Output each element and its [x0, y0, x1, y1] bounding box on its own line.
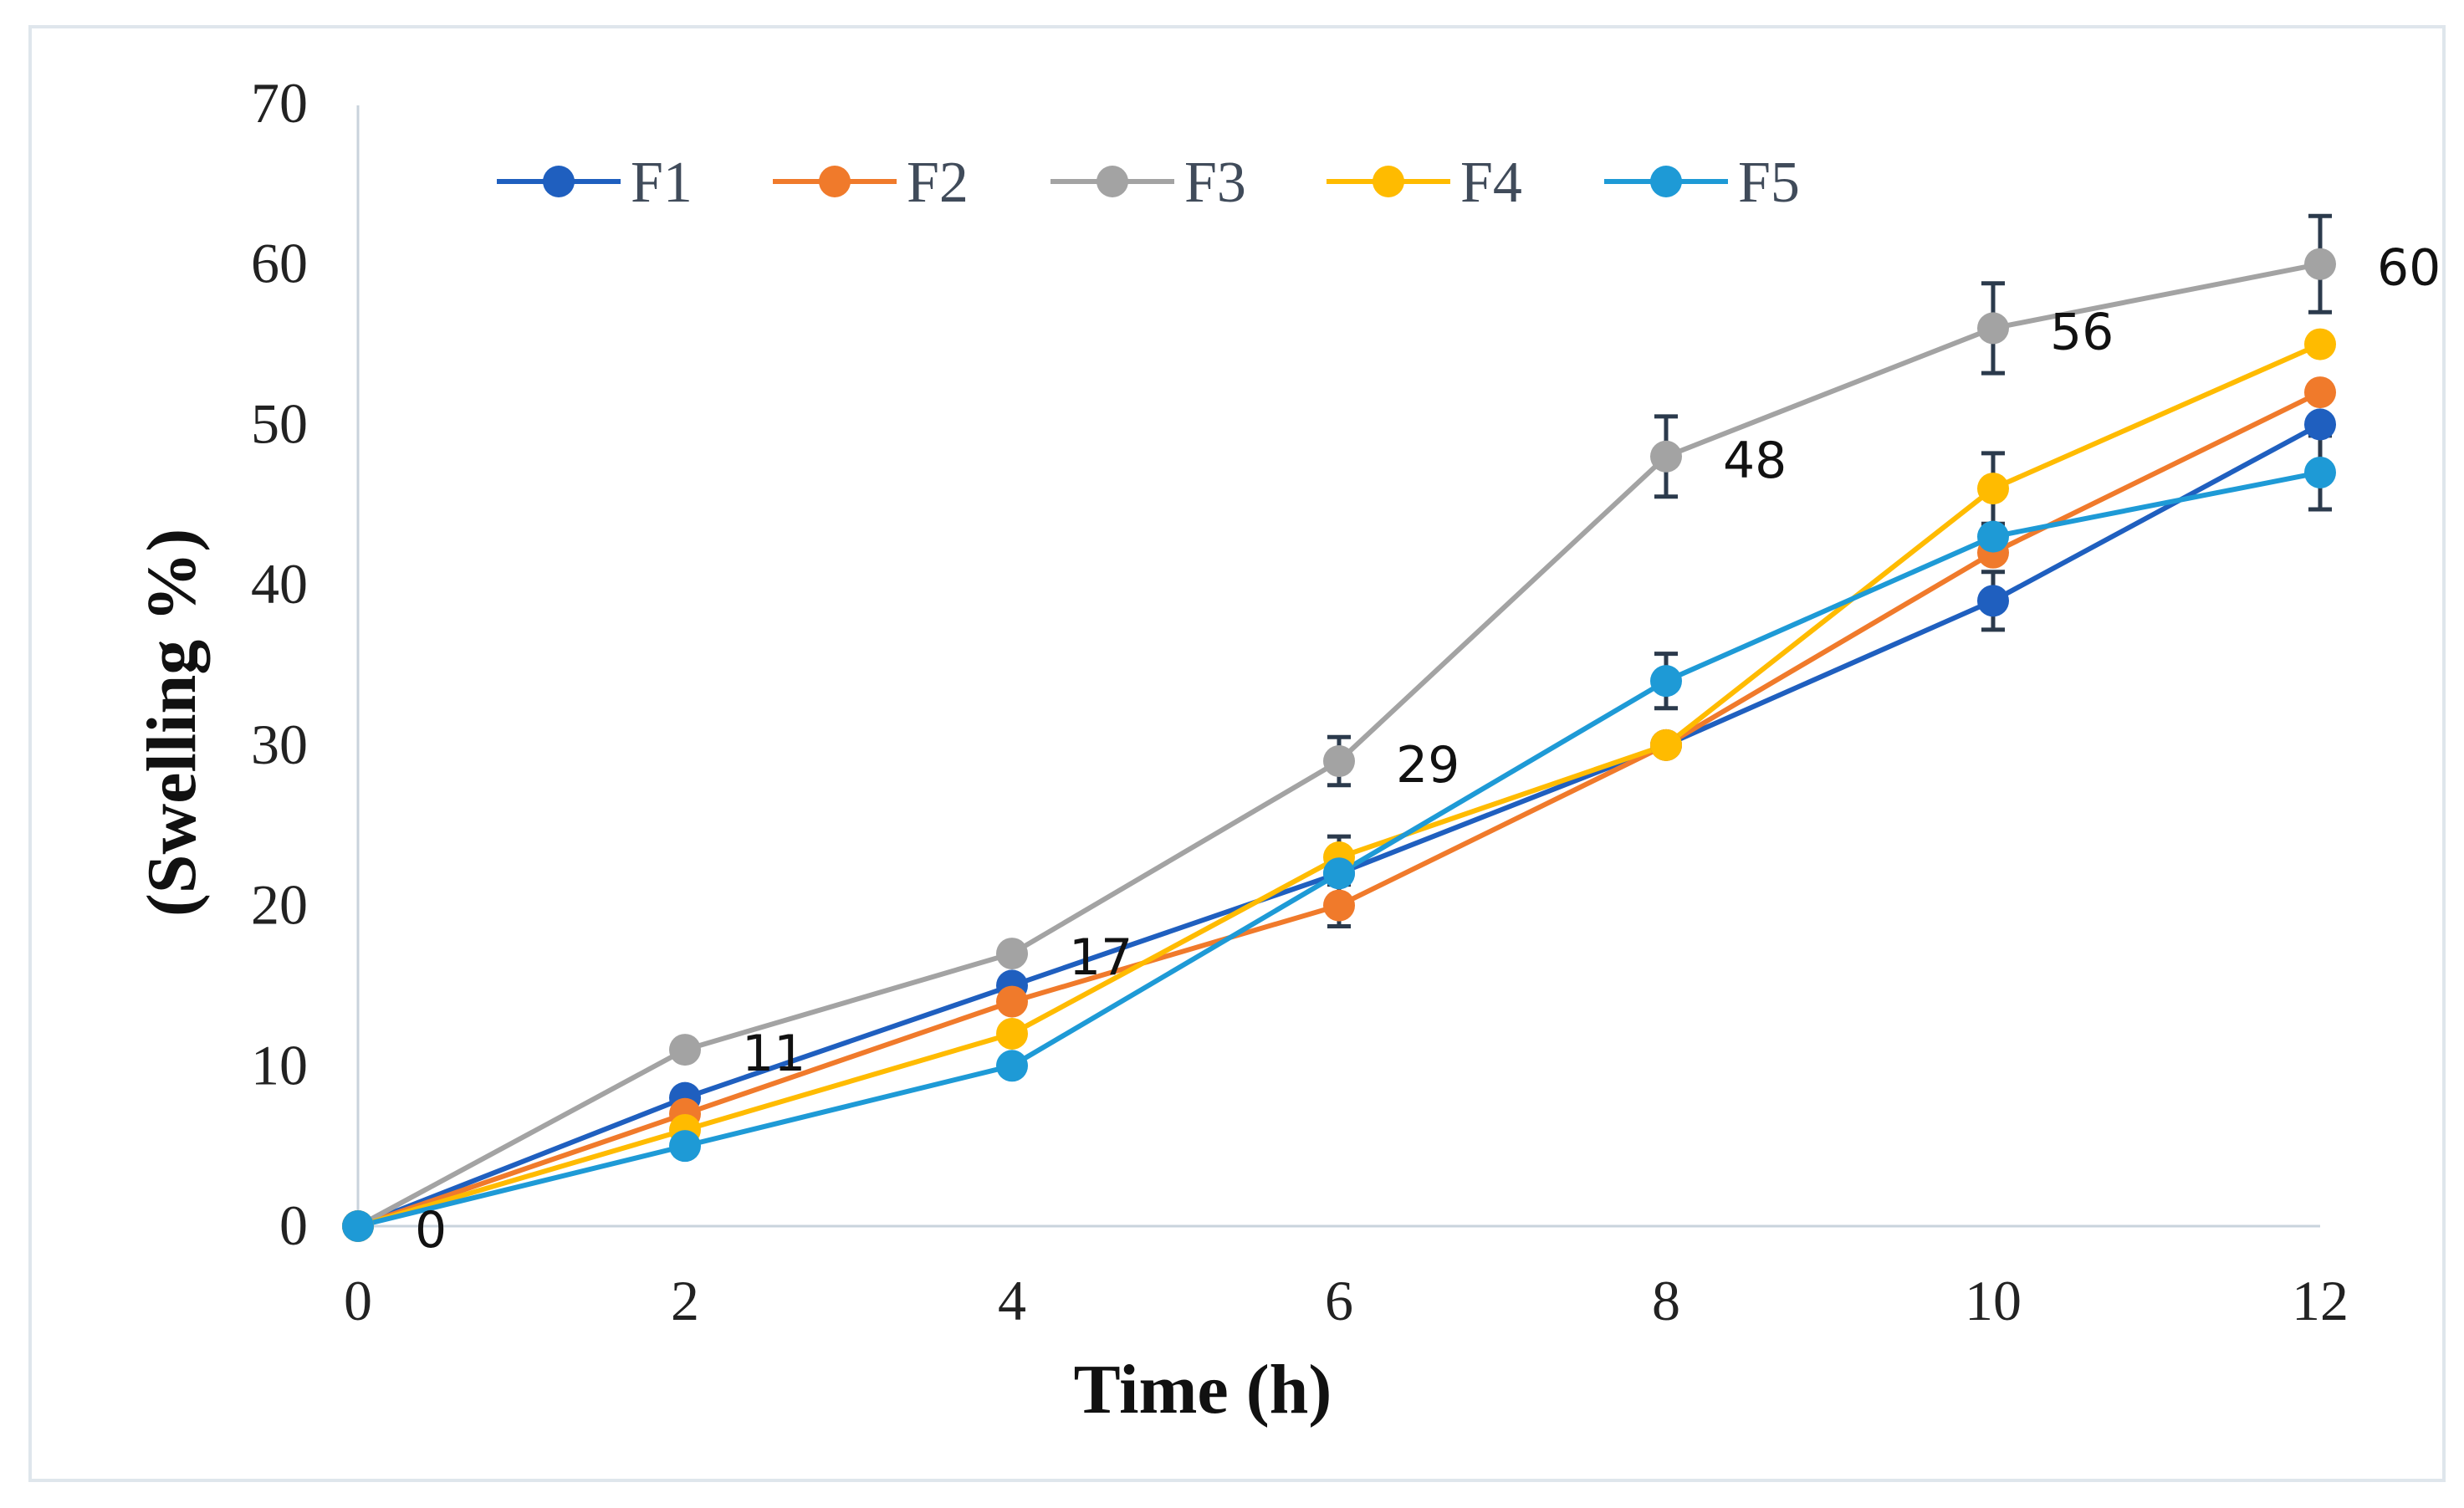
axes: 0 10 20 30 40 50 60 70 0 2 4 6 8 10 12 — [251, 71, 2349, 1332]
data-point-F5 — [996, 1050, 1028, 1082]
chart-frame: 0 10 20 30 40 50 60 70 0 2 4 6 8 10 12 0 11 17 29 48 56 60 F… — [28, 25, 2446, 1482]
x-tick-label: 6 — [1325, 1269, 1353, 1332]
legend-item-F5: F5 — [1604, 151, 1800, 215]
x-axis-title: Time (h) — [1074, 1351, 1332, 1429]
data-label: 60 — [2377, 239, 2441, 298]
y-tick-label: 40 — [251, 552, 308, 616]
data-point-F3 — [996, 938, 1028, 970]
data-label: 29 — [1396, 736, 1459, 795]
y-tick-label: 60 — [251, 232, 308, 295]
data-label: 11 — [742, 1025, 805, 1083]
legend-label: F4 — [1460, 151, 1522, 215]
legend-label: F2 — [907, 151, 969, 215]
legend-marker — [1650, 166, 1682, 197]
legend-item-F4: F4 — [1327, 151, 1522, 215]
x-tick-label: 10 — [1965, 1269, 2022, 1332]
data-point-F5 — [1650, 665, 1682, 698]
x-tick-label: 4 — [998, 1269, 1026, 1332]
data-point-F1 — [1977, 585, 2009, 617]
data-point-F4 — [996, 1017, 1028, 1050]
legend-item-F1: F1 — [497, 151, 693, 215]
series-line-F1 — [356, 422, 2322, 1229]
legend-marker — [543, 166, 575, 197]
legend-label: F5 — [1738, 151, 1800, 215]
series-F1 — [356, 422, 2322, 1229]
x-tick-label: 0 — [344, 1269, 372, 1332]
data-point-F5 — [1977, 520, 2009, 553]
y-tick-label: 0 — [279, 1194, 308, 1257]
data-point-F3 — [2304, 248, 2336, 280]
data-point-F1 — [2304, 408, 2336, 441]
data-point-F5 — [2304, 456, 2336, 488]
legend: F1 F2 F3 F4 F5 — [497, 151, 1800, 215]
y-tick-label: 20 — [251, 873, 308, 937]
data-label: 0 — [415, 1201, 447, 1260]
y-axis-title: (Swelling %) — [133, 529, 211, 917]
data-point-F5 — [342, 1210, 374, 1242]
x-tick-label: 12 — [2292, 1269, 2349, 1332]
y-tick-label: 50 — [251, 391, 308, 455]
swelling-line-chart: 0 10 20 30 40 50 60 70 0 2 4 6 8 10 12 0 11 17 29 48 56 60 F… — [133, 71, 2441, 1429]
series-F2 — [357, 390, 2322, 1229]
data-point-F4 — [1650, 728, 1682, 761]
data-point-F4 — [1977, 473, 2009, 505]
series-layer — [342, 213, 2336, 1242]
data-point-F3 — [1977, 312, 2009, 345]
legend-marker — [1097, 166, 1128, 197]
legend-label: F1 — [631, 151, 693, 215]
y-tick-label: 10 — [251, 1033, 308, 1096]
data-point-F3 — [1323, 745, 1355, 778]
data-label: 48 — [1723, 432, 1787, 490]
data-labels: 0 11 17 29 48 56 60 — [415, 239, 2441, 1260]
data-point-F3 — [669, 1034, 701, 1066]
y-tick-label: 30 — [251, 713, 308, 776]
legend-label: F3 — [1184, 151, 1246, 215]
data-point-F2 — [2304, 376, 2336, 409]
data-point-F3 — [1650, 440, 1682, 473]
x-tick-label: 8 — [1652, 1269, 1680, 1332]
data-point-F5 — [669, 1130, 701, 1163]
data-point-F2 — [1323, 889, 1355, 922]
data-point-F2 — [996, 985, 1028, 1018]
legend-marker — [819, 166, 851, 197]
legend-item-F3: F3 — [1051, 151, 1246, 215]
series-line-F2 — [357, 390, 2322, 1229]
legend-marker — [1373, 166, 1404, 197]
data-label: 56 — [2050, 303, 2114, 361]
data-label: 17 — [1069, 928, 1132, 987]
x-tick-label: 2 — [671, 1269, 699, 1332]
legend-item-F2: F2 — [773, 151, 969, 215]
y-tick-label: 70 — [251, 71, 308, 135]
data-point-F4 — [2304, 328, 2336, 360]
data-point-F5 — [1323, 857, 1355, 890]
